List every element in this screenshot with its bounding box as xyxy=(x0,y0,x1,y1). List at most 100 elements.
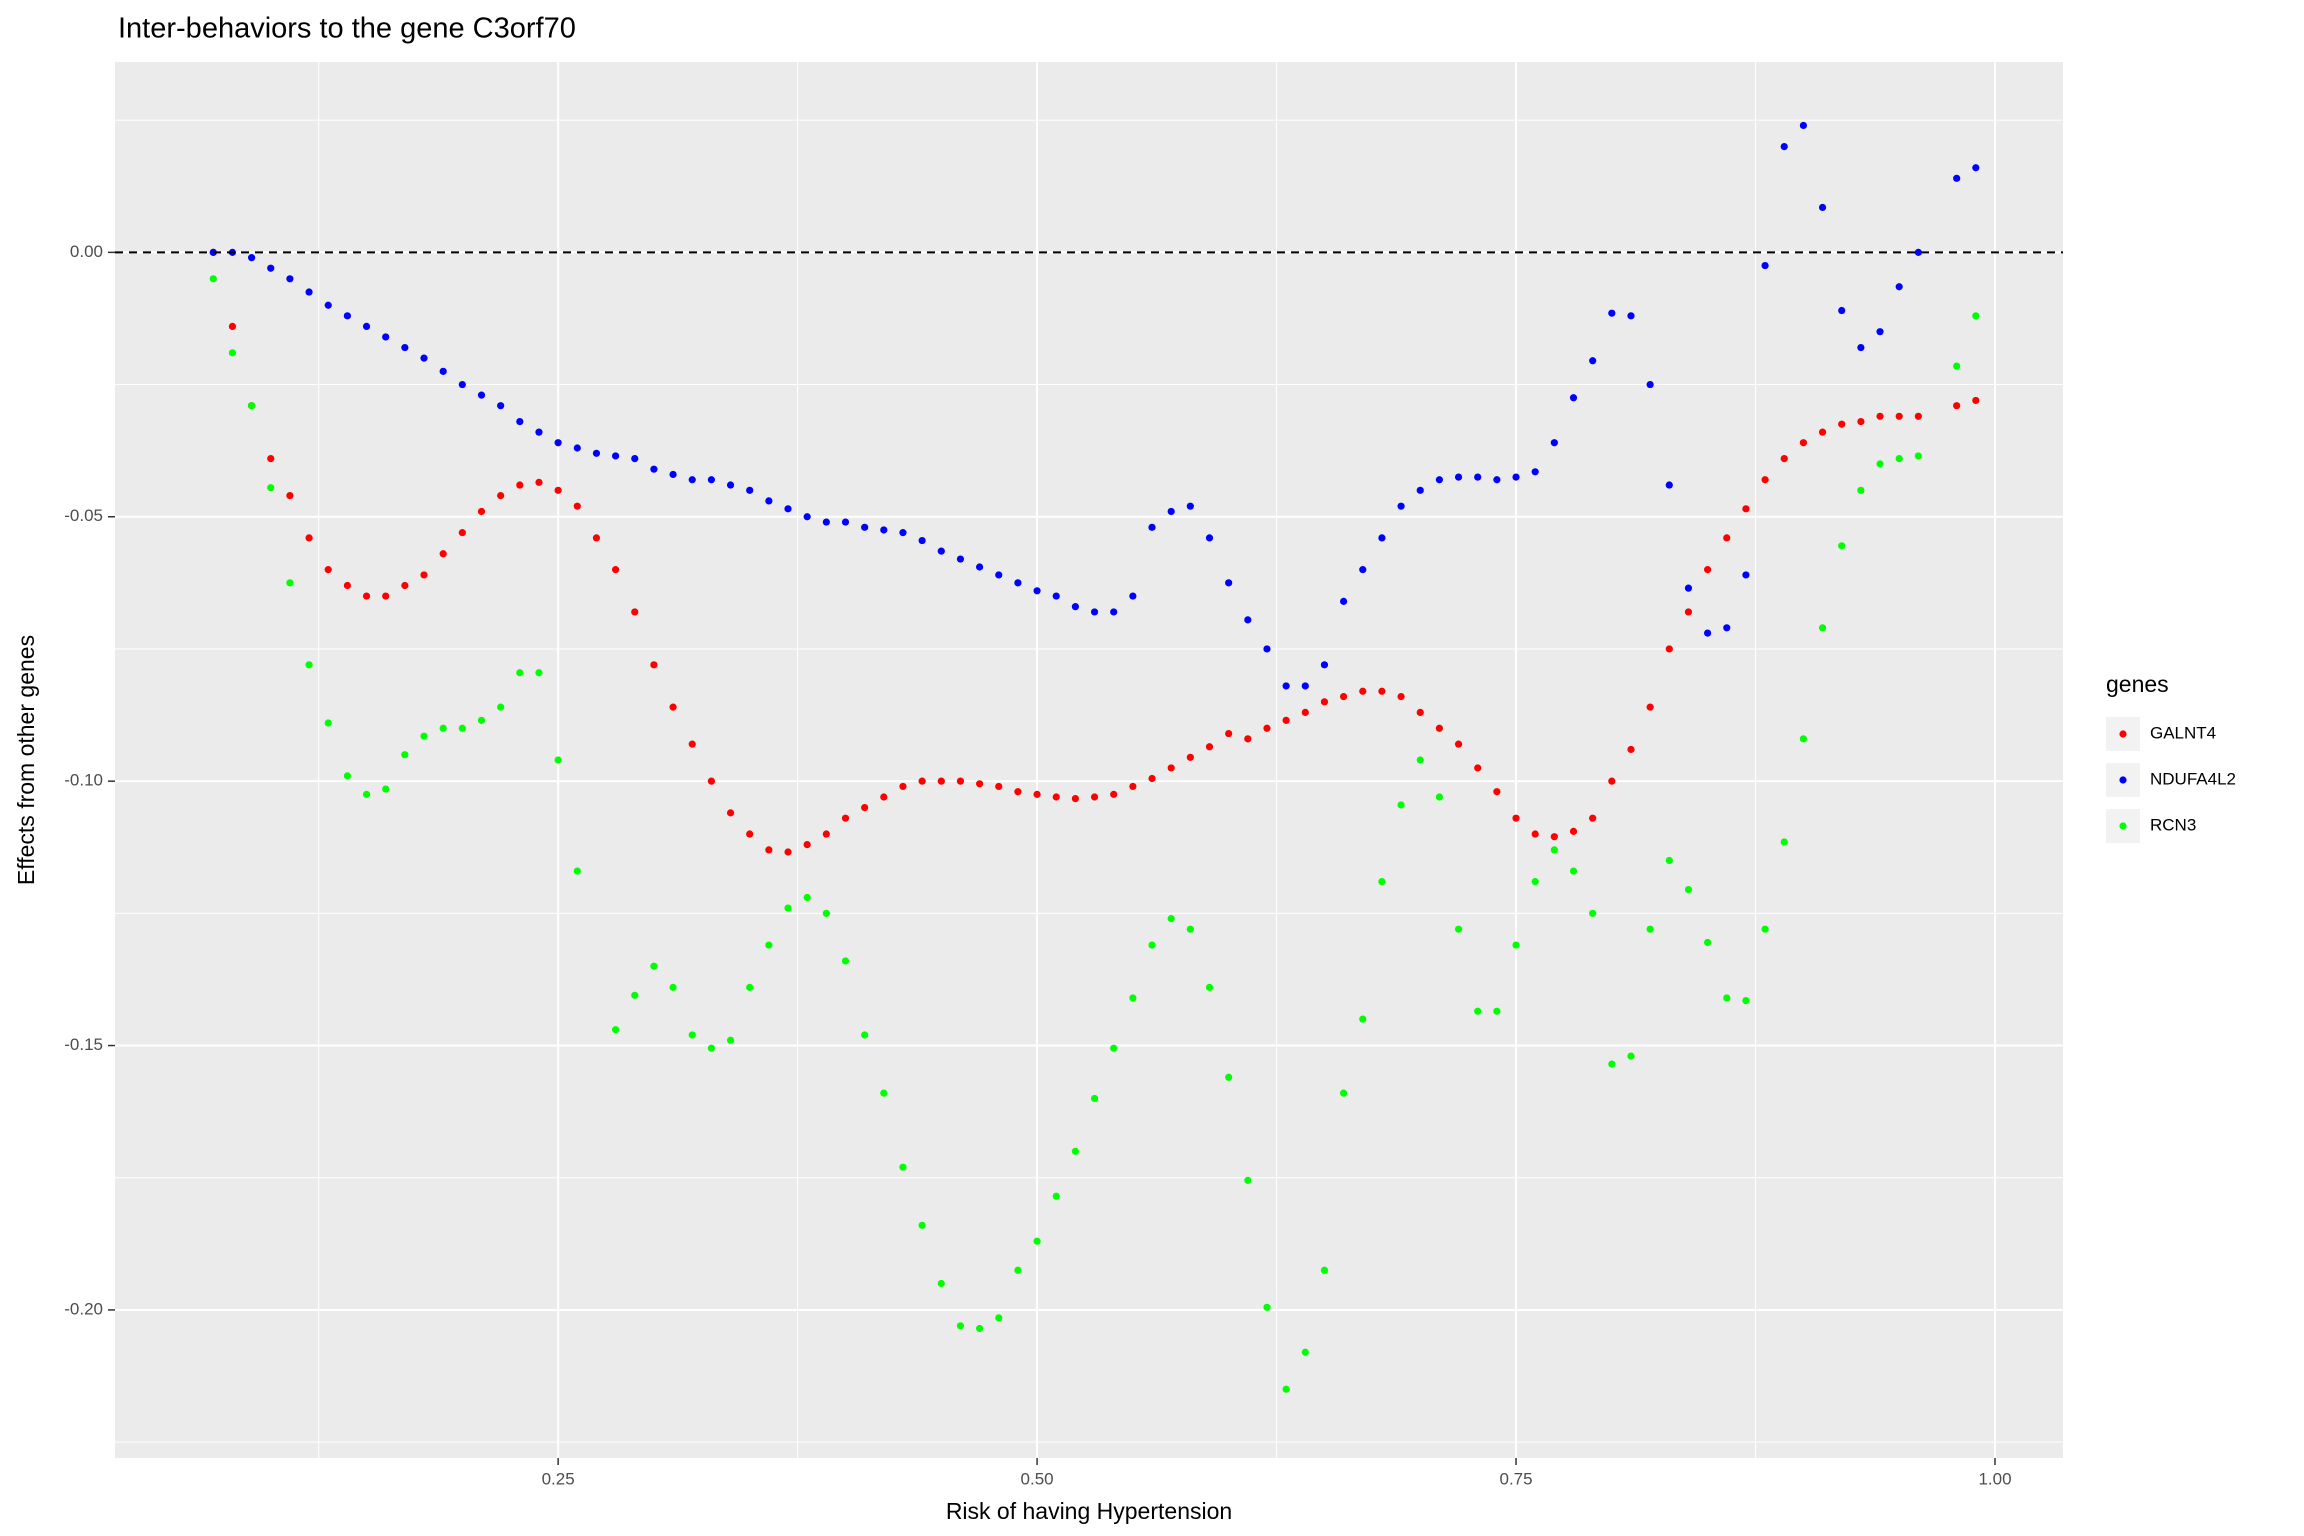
data-point xyxy=(1876,460,1884,468)
data-point xyxy=(477,391,486,399)
data-point xyxy=(1589,357,1597,365)
data-point xyxy=(1684,608,1693,616)
data-point xyxy=(1646,925,1654,933)
data-point xyxy=(1205,534,1214,542)
data-point xyxy=(746,983,754,991)
data-point xyxy=(937,1279,945,1288)
data-point xyxy=(343,312,351,320)
data-point xyxy=(324,566,332,574)
data-point xyxy=(1953,402,1961,410)
data-point xyxy=(1627,745,1635,754)
data-point xyxy=(382,333,390,341)
data-point xyxy=(1454,473,1463,481)
data-point xyxy=(573,867,581,875)
data-point xyxy=(1838,542,1846,550)
data-point xyxy=(1320,661,1329,669)
data-point xyxy=(1914,412,1922,420)
data-point xyxy=(305,661,313,669)
data-point xyxy=(286,492,294,500)
data-point xyxy=(1110,1044,1118,1052)
data-point xyxy=(1646,703,1654,711)
data-point xyxy=(477,507,486,516)
data-point xyxy=(1531,830,1539,838)
data-point xyxy=(1493,1007,1501,1015)
data-point xyxy=(880,1089,888,1097)
data-point xyxy=(1914,248,1922,256)
data-point xyxy=(1838,420,1846,428)
data-point xyxy=(1378,687,1386,695)
data-point xyxy=(726,809,735,817)
data-point xyxy=(420,354,428,362)
data-point xyxy=(1340,597,1348,605)
x-tick-label: 0.50 xyxy=(1021,1469,1054,1488)
data-point xyxy=(267,454,275,463)
data-point xyxy=(516,669,524,677)
y-axis-label: Effects from other genes xyxy=(13,635,39,885)
data-point xyxy=(1090,1094,1099,1103)
data-point xyxy=(343,581,351,590)
data-point xyxy=(822,518,830,526)
data-point xyxy=(324,719,332,727)
data-point xyxy=(1225,729,1233,738)
data-point xyxy=(228,322,237,330)
data-point xyxy=(420,732,428,740)
data-point xyxy=(1493,476,1501,484)
data-point xyxy=(1148,774,1156,783)
data-point xyxy=(1397,801,1405,809)
data-point xyxy=(956,777,965,785)
data-point xyxy=(228,349,237,357)
data-point xyxy=(1761,476,1769,484)
legend-title: genes xyxy=(2106,671,2169,697)
data-point xyxy=(956,555,965,563)
data-point xyxy=(612,452,620,460)
data-point xyxy=(1799,735,1808,743)
data-point xyxy=(918,536,926,545)
data-point xyxy=(765,846,773,854)
data-point xyxy=(1014,579,1022,587)
data-point xyxy=(267,484,275,492)
data-point xyxy=(688,476,696,484)
data-point xyxy=(439,724,447,732)
data-point xyxy=(439,367,447,375)
data-point xyxy=(1512,941,1520,949)
data-point xyxy=(1704,938,1712,947)
data-point xyxy=(1244,1176,1252,1184)
data-point xyxy=(995,1314,1003,1322)
data-point xyxy=(1033,1237,1041,1245)
data-point xyxy=(841,957,850,965)
data-point xyxy=(497,703,505,711)
data-point xyxy=(918,777,926,785)
data-point xyxy=(1742,996,1750,1005)
data-point xyxy=(650,661,658,669)
data-point xyxy=(305,288,313,296)
data-point xyxy=(1397,692,1405,701)
data-point xyxy=(1205,743,1214,751)
data-point xyxy=(880,526,888,534)
data-point xyxy=(995,571,1003,579)
data-point xyxy=(1435,476,1444,484)
data-point xyxy=(516,481,524,489)
data-point xyxy=(976,1324,984,1333)
data-point xyxy=(784,904,792,912)
data-point xyxy=(746,486,754,494)
data-point xyxy=(1033,587,1041,595)
data-point xyxy=(1627,1052,1635,1060)
data-point xyxy=(1761,925,1769,933)
data-point xyxy=(707,777,715,785)
data-point xyxy=(1608,1060,1616,1068)
data-point xyxy=(1205,983,1214,991)
data-point xyxy=(1972,164,1980,172)
data-point xyxy=(1704,629,1712,637)
legend-marker xyxy=(2119,730,2127,738)
data-point xyxy=(1972,312,1980,320)
data-point xyxy=(1359,687,1367,695)
data-point xyxy=(1301,682,1309,690)
data-point xyxy=(1512,473,1520,481)
data-point xyxy=(1263,724,1271,732)
data-point xyxy=(650,465,658,473)
data-point xyxy=(1550,439,1558,447)
data-point xyxy=(286,275,294,283)
data-point xyxy=(247,402,256,410)
data-point xyxy=(669,703,677,711)
